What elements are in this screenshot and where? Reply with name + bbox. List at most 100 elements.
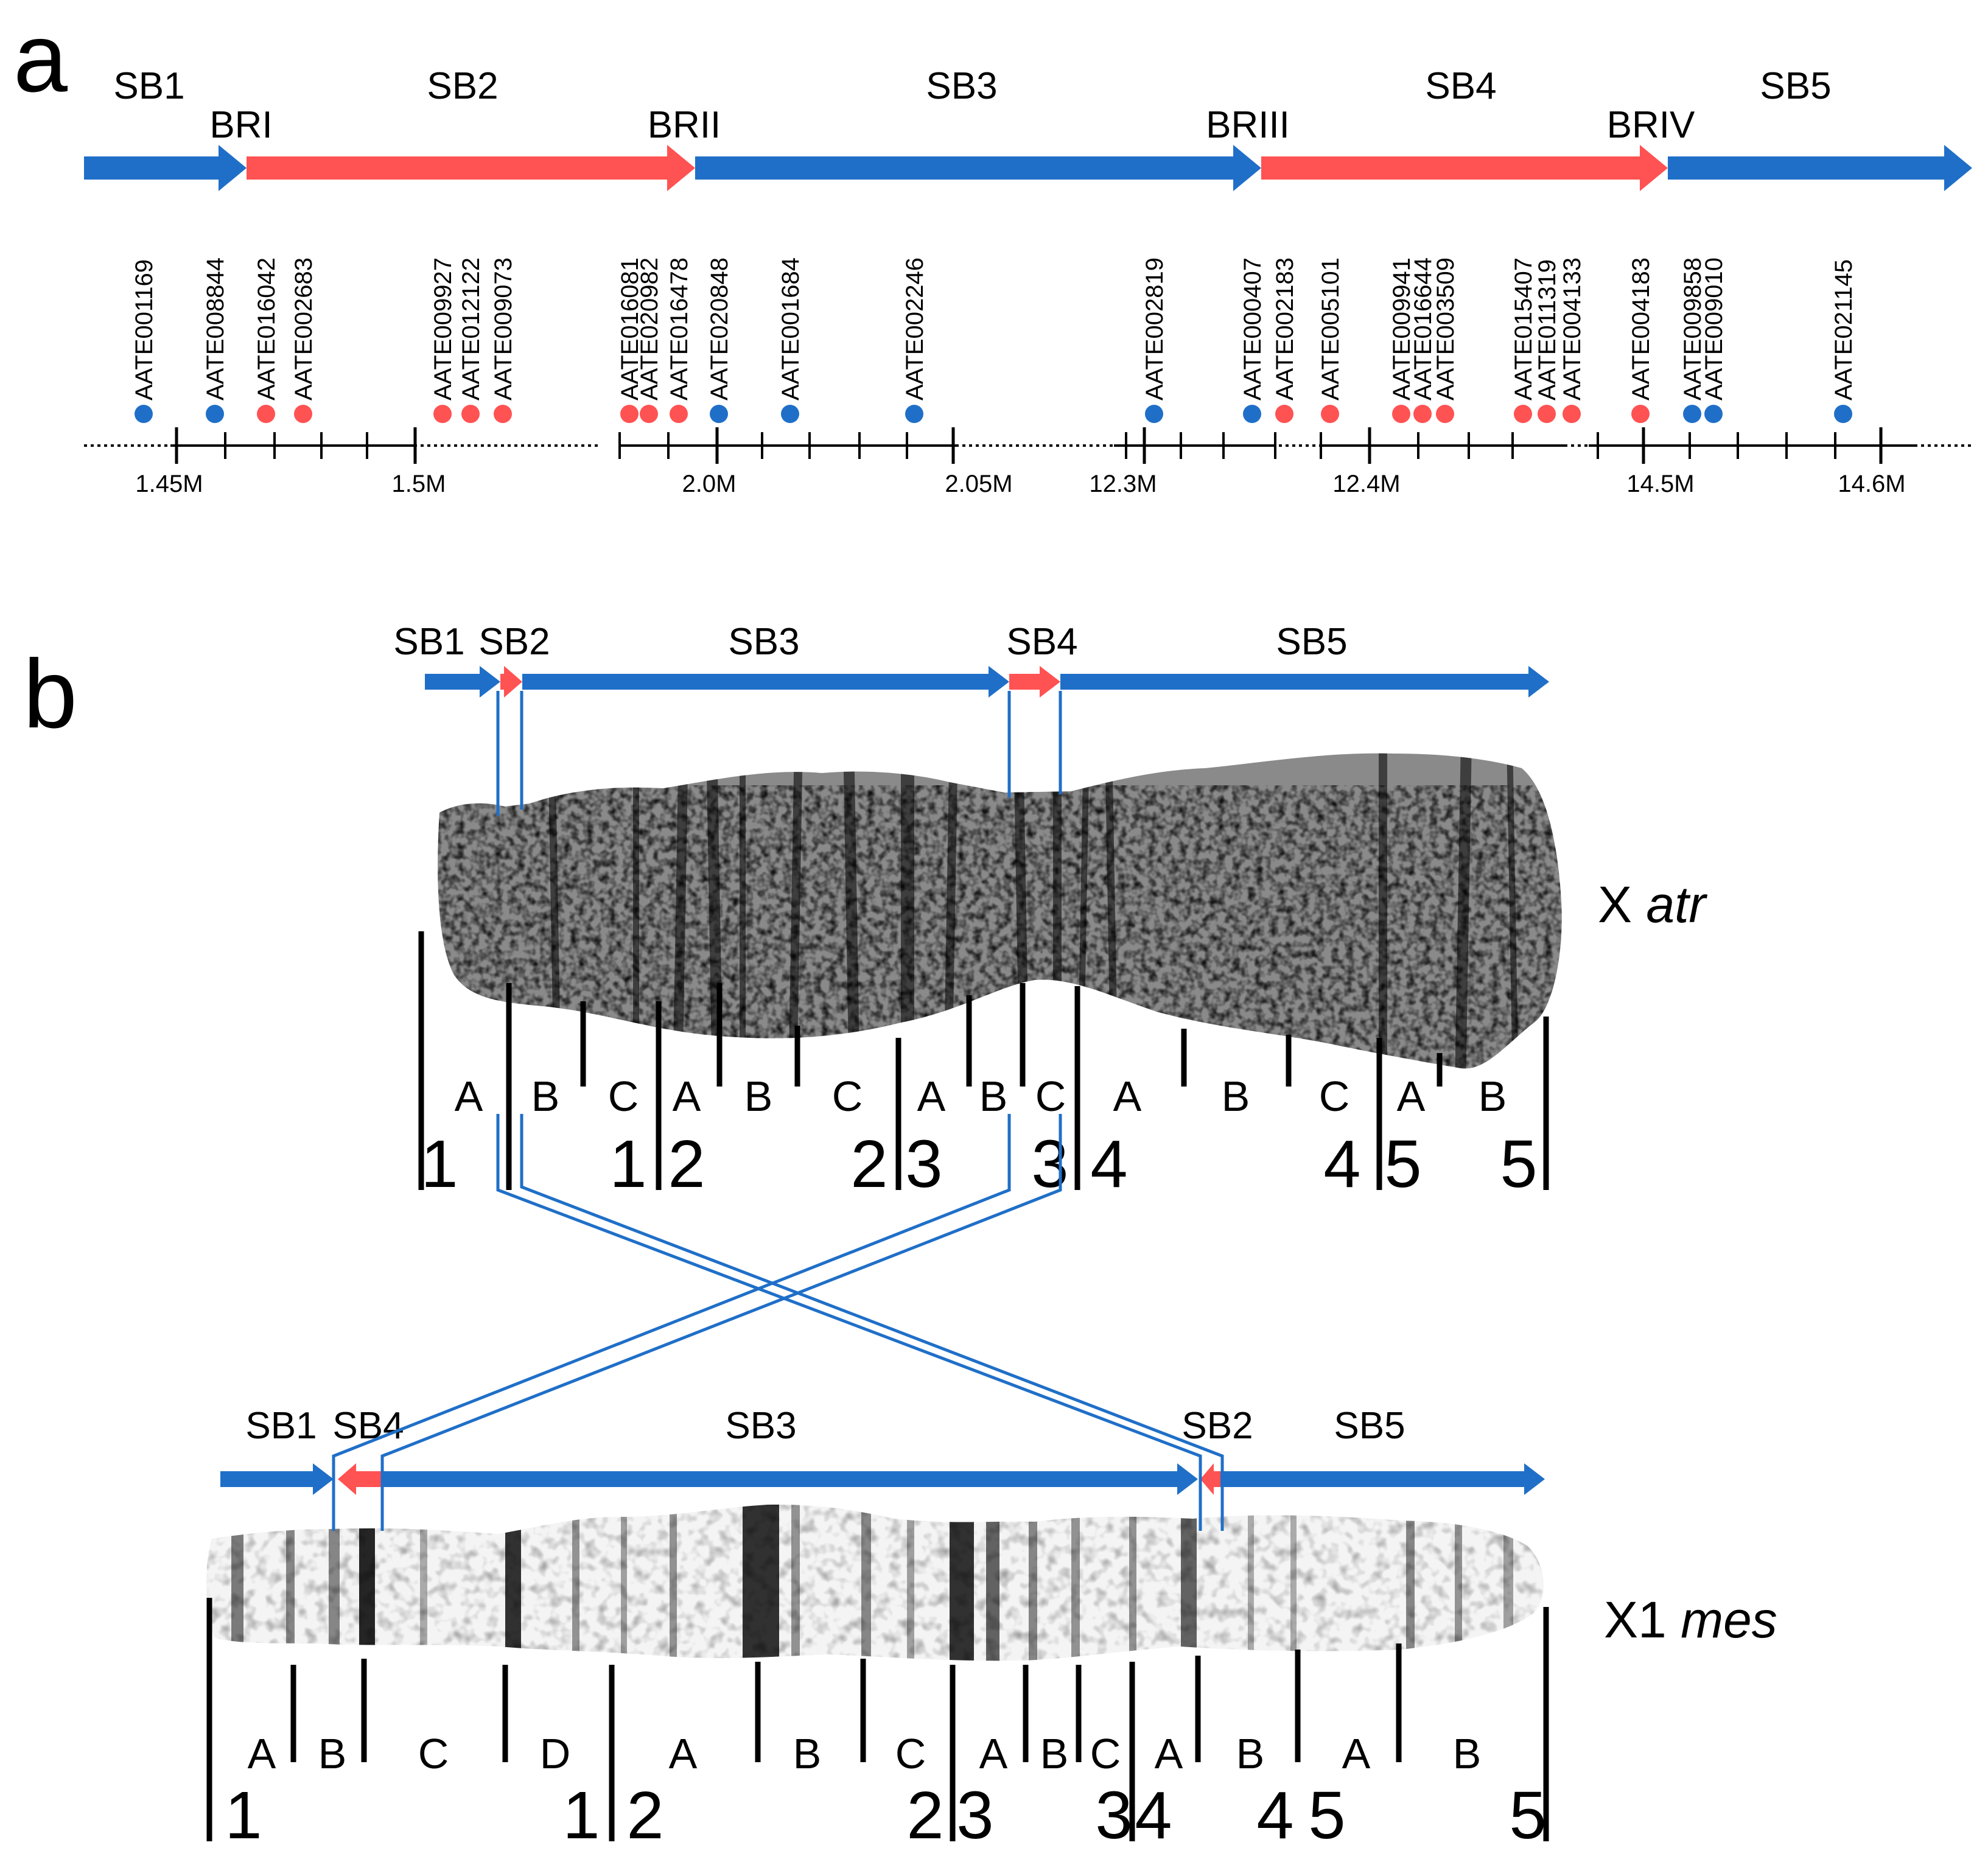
- marker-label: AATE021145: [1830, 259, 1857, 401]
- x1-mes-segment-arrow: [1200, 1463, 1220, 1495]
- band-number: 5: [1500, 1127, 1537, 1202]
- x-atr-segment-arrow: [425, 666, 500, 698]
- mes-band: [1290, 1504, 1297, 1661]
- x1-mes-segment-arrow: [338, 1463, 382, 1495]
- marker-label: AATE009941: [1388, 257, 1415, 401]
- marker-dot: [135, 405, 153, 423]
- marker-dot: [294, 405, 312, 423]
- band-letter: B: [1453, 1730, 1482, 1777]
- marker-dot: [710, 405, 728, 423]
- band-letter: B: [1479, 1073, 1507, 1120]
- axis-tick-label: 1.45M: [135, 471, 203, 497]
- marker-label: AATE015407: [1510, 257, 1537, 401]
- band-letter: B: [1236, 1730, 1265, 1777]
- band-letter: C: [608, 1073, 639, 1120]
- band-letter: B: [1040, 1730, 1069, 1777]
- band-letter: B: [1222, 1073, 1250, 1120]
- mes-band: [1503, 1504, 1513, 1661]
- band-number: 4: [1323, 1127, 1360, 1202]
- band-number: 1: [562, 1778, 600, 1853]
- mes-band: [329, 1504, 340, 1661]
- marker-dot: [1704, 405, 1723, 423]
- marker-label: AATE002819: [1141, 257, 1168, 401]
- atr-band: [843, 753, 861, 1069]
- x1-mes-segment-arrow: [1220, 1463, 1545, 1495]
- band-number: 2: [626, 1778, 663, 1853]
- sb-label: SB4: [1425, 65, 1496, 107]
- x1-mes-chromosome: [206, 1504, 1544, 1661]
- x1-mes-sb-label: SB4: [332, 1405, 404, 1447]
- band-number: 3: [1095, 1778, 1132, 1853]
- mes-band: [420, 1504, 427, 1661]
- marker-dot: [1683, 405, 1701, 423]
- marker-dot: [1321, 405, 1339, 423]
- mes-band: [1129, 1504, 1136, 1661]
- marker-dot: [1243, 405, 1261, 423]
- segment-arrow-sb4: [1261, 145, 1668, 191]
- panel-letter-a: a: [13, 3, 68, 112]
- x-atr-sb-label: SB2: [478, 621, 550, 663]
- marker-label: AATE003509: [1432, 257, 1459, 401]
- marker-dot: [1834, 405, 1852, 423]
- marker-label: AATE009858: [1679, 257, 1706, 401]
- segment-arrow-sb5: [1668, 145, 1972, 191]
- marker-label: AATE001684: [777, 257, 804, 401]
- band-number: 2: [668, 1127, 705, 1202]
- band-letter: C: [1319, 1073, 1350, 1120]
- mes-band: [1181, 1504, 1197, 1661]
- marker-label: AATE002683: [290, 257, 317, 401]
- mes-band: [1406, 1504, 1415, 1661]
- sb-labels-a: SB1 SB2 SB3 SB4 SB5: [113, 65, 1831, 107]
- band-letter: A: [979, 1730, 1008, 1777]
- band-number: 1: [609, 1127, 646, 1202]
- marker-label: AATE016042: [253, 257, 280, 401]
- band-letter: A: [1113, 1073, 1142, 1120]
- breakpoint-labels: BRI BRII BRIII BRIV: [209, 104, 1695, 146]
- x1-mes-label: X1 mes: [1604, 1591, 1777, 1648]
- band-letter: A: [248, 1730, 276, 1777]
- segment-arrow-sb3: [695, 145, 1261, 191]
- mes-band: [359, 1504, 375, 1661]
- x-atr-sb-label: SB1: [393, 621, 464, 663]
- marker-label: AATE009010: [1701, 257, 1727, 401]
- band-number: 1: [421, 1127, 458, 1202]
- band-number: 5: [1308, 1778, 1345, 1853]
- marker-label: AATE000407: [1239, 257, 1266, 401]
- sb2-connector: [496, 1114, 1202, 1531]
- marker-label: AATE001169: [131, 259, 158, 401]
- mes-band: [1455, 1504, 1462, 1661]
- band-number: 3: [956, 1778, 993, 1853]
- band-number: 1: [225, 1778, 262, 1853]
- atr-band: [1507, 753, 1519, 1069]
- band-letter: C: [832, 1073, 863, 1120]
- atr-band: [672, 753, 688, 1069]
- atr-band: [548, 753, 562, 1069]
- marker-dot: [1436, 405, 1454, 423]
- sb4-connector: [332, 1114, 1011, 1531]
- band-number: 3: [1031, 1127, 1068, 1202]
- band-number: 2: [906, 1778, 943, 1853]
- x-atr-segment-arrow: [1009, 666, 1060, 698]
- axis-tick-label: 14.6M: [1838, 471, 1905, 497]
- sb-label: SB2: [427, 65, 498, 107]
- x1-mes-segment-arrow: [220, 1463, 334, 1495]
- band-letter: A: [1155, 1730, 1183, 1777]
- marker-dot: [781, 405, 799, 423]
- band-number: 4: [1090, 1127, 1127, 1202]
- marker-dot: [1392, 405, 1410, 423]
- marker-track: AATE001169 AATE008844 AATE016042 AATE002683…: [131, 257, 1857, 423]
- mes-band: [1248, 1504, 1254, 1661]
- x1-mes-segment-arrow: [382, 1463, 1198, 1495]
- mes-band: [572, 1504, 579, 1661]
- atr-band: [788, 753, 803, 1069]
- marker-label: AATE004183: [1628, 257, 1654, 401]
- mes-band: [505, 1504, 521, 1661]
- band-letter: A: [917, 1073, 946, 1120]
- sb-label: SB1: [113, 65, 184, 107]
- x-atr-sb-label: SB5: [1276, 621, 1347, 663]
- mes-band: [861, 1504, 871, 1661]
- marker-label: AATE020982: [636, 257, 663, 401]
- marker-dot: [1631, 405, 1650, 423]
- marker-dot: [461, 405, 480, 423]
- mes-band: [950, 1504, 974, 1661]
